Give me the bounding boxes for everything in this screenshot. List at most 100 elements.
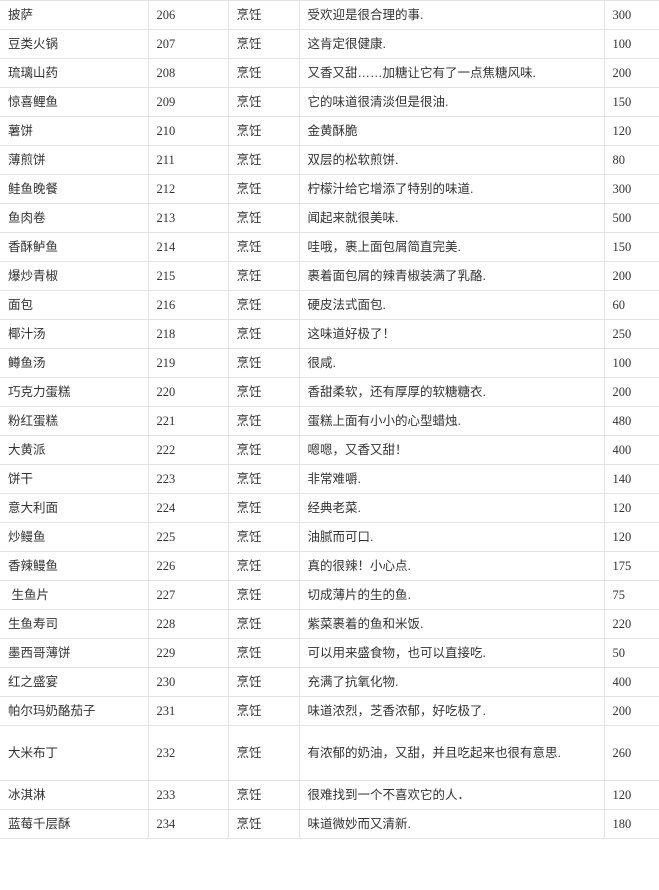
cell-skill: 烹饪: [228, 29, 300, 59]
cell-price: 150: [604, 232, 659, 262]
cell-description: 金黄酥脆: [299, 116, 605, 146]
cell-description: 可以用来盛食物，也可以直接吃.: [299, 638, 605, 668]
cell-skill: 烹饪: [228, 348, 300, 378]
cell-price: 50: [604, 638, 659, 668]
table-row[interactable]: 惊喜鲤鱼 209 烹饪 它的味道很清淡但是很油. 150: [0, 87, 659, 117]
cell-price: 150: [604, 87, 659, 117]
cell-item-name: 意大利面: [0, 493, 149, 523]
cell-item-name: 鱼肉卷: [0, 203, 149, 233]
cell-description: 味道微妙而又清新.: [299, 809, 605, 839]
cell-item-id: 225: [148, 522, 229, 552]
cell-description: 柠檬汁给它增添了特别的味道.: [299, 174, 605, 204]
table-row[interactable]: 披萨 206 烹饪 受欢迎是很合理的事. 300: [0, 0, 659, 30]
cell-description: 这肯定很健康.: [299, 29, 605, 59]
cell-item-name: 生鱼寿司: [0, 609, 149, 639]
table-row[interactable]: 琉璃山药 208 烹饪 又香又甜……加糖让它有了一点焦糖风味. 200: [0, 58, 659, 88]
cell-item-id: 219: [148, 348, 229, 378]
cell-price: 300: [604, 174, 659, 204]
table-row[interactable]: 豆类火锅 207 烹饪 这肯定很健康. 100: [0, 29, 659, 59]
cell-description: 充满了抗氧化物.: [299, 667, 605, 697]
cell-item-id: 221: [148, 406, 229, 436]
cell-price: 300: [604, 0, 659, 30]
cell-item-name: 面包: [0, 290, 149, 320]
table-row[interactable]: 鱼肉卷 213 烹饪 闻起来就很美味. 500: [0, 203, 659, 233]
cell-description: 油腻而可口.: [299, 522, 605, 552]
cell-description: 很难找到一个不喜欢它的人．: [299, 780, 605, 810]
cell-skill: 烹饪: [228, 809, 300, 839]
cell-skill: 烹饪: [228, 780, 300, 810]
cell-item-name: 爆炒青椒: [0, 261, 149, 291]
table-row[interactable]: 面包 216 烹饪 硬皮法式面包. 60: [0, 290, 659, 320]
cell-description: 紫菜裹着的鱼和米饭.: [299, 609, 605, 639]
table-row[interactable]: 墨西哥薄饼 229 烹饪 可以用来盛食物，也可以直接吃. 50: [0, 638, 659, 668]
cell-item-id: 234: [148, 809, 229, 839]
cell-item-name: 鳟鱼汤: [0, 348, 149, 378]
cell-description: 香甜柔软，还有厚厚的软糖糖衣.: [299, 377, 605, 407]
table-row[interactable]: 帕尔玛奶酪茄子 231 烹饪 味道浓烈，芝香浓郁，好吃极了. 200: [0, 696, 659, 726]
table-row[interactable]: 红之盛宴 230 烹饪 充满了抗氧化物. 400: [0, 667, 659, 697]
cell-item-id: 216: [148, 290, 229, 320]
table-row[interactable]: 生鱼寿司 228 烹饪 紫菜裹着的鱼和米饭. 220: [0, 609, 659, 639]
table-row[interactable]: 饼干 223 烹饪 非常难嚼. 140: [0, 464, 659, 494]
cell-description: 非常难嚼.: [299, 464, 605, 494]
table-row[interactable]: 鳟鱼汤 219 烹饪 很咸. 100: [0, 348, 659, 378]
recipe-table: 披萨 206 烹饪 受欢迎是很合理的事. 300 豆类火锅 207 烹饪 这肯定很健康. 100 琉…: [0, 0, 659, 839]
cell-price: 500: [604, 203, 659, 233]
cell-item-name: 巧克力蛋糕: [0, 377, 149, 407]
cell-description: 受欢迎是很合理的事.: [299, 0, 605, 30]
cell-skill: 烹饪: [228, 203, 300, 233]
table-row[interactable]: 蓝莓千层酥 234 烹饪 味道微妙而又清新. 180: [0, 809, 659, 839]
cell-item-name: 大米布丁: [0, 725, 149, 781]
cell-skill: 烹饪: [228, 87, 300, 117]
cell-skill: 烹饪: [228, 377, 300, 407]
cell-skill: 烹饪: [228, 58, 300, 88]
cell-description: 硬皮法式面包.: [299, 290, 605, 320]
table-row[interactable]: 薯饼 210 烹饪 金黄酥脆 120: [0, 116, 659, 146]
cell-item-id: 229: [148, 638, 229, 668]
table-row[interactable]: 香辣鳗鱼 226 烹饪 真的很辣！小心点. 175: [0, 551, 659, 581]
cell-skill: 烹饪: [228, 609, 300, 639]
cell-item-id: 214: [148, 232, 229, 262]
table-row[interactable]: 椰汁汤 218 烹饪 这味道好极了！ 250: [0, 319, 659, 349]
cell-price: 200: [604, 261, 659, 291]
cell-price: 120: [604, 522, 659, 552]
table-row[interactable]: 爆炒青椒 215 烹饪 裹着面包屑的辣青椒装满了乳酪. 200: [0, 261, 659, 291]
cell-price: 200: [604, 696, 659, 726]
table-row[interactable]: 大米布丁 232 烹饪 有浓郁的奶油，又甜，并且吃起来也很有意思. 260: [0, 725, 659, 781]
cell-skill: 烹饪: [228, 725, 300, 781]
cell-price: 220: [604, 609, 659, 639]
table-row[interactable]: 冰淇淋 233 烹饪 很难找到一个不喜欢它的人． 120: [0, 780, 659, 810]
table-row[interactable]: 粉红蛋糕 221 烹饪 蛋糕上面有小小的心型蜡烛. 480: [0, 406, 659, 436]
cell-price: 480: [604, 406, 659, 436]
cell-skill: 烹饪: [228, 464, 300, 494]
cell-item-id: 206: [148, 0, 229, 30]
cell-item-id: 208: [148, 58, 229, 88]
table-row[interactable]: 鲑鱼晚餐 212 烹饪 柠檬汁给它增添了特别的味道. 300: [0, 174, 659, 204]
cell-price: 60: [604, 290, 659, 320]
cell-skill: 烹饪: [228, 0, 300, 30]
table-row[interactable]: 巧克力蛋糕 220 烹饪 香甜柔软，还有厚厚的软糖糖衣. 200: [0, 377, 659, 407]
table-row[interactable]: 香酥鲈鱼 214 烹饪 哇哦，裹上面包屑简直完美. 150: [0, 232, 659, 262]
cell-item-name: 墨西哥薄饼: [0, 638, 149, 668]
table-row[interactable]: 大黄派 222 烹饪 嗯嗯，又香又甜！ 400: [0, 435, 659, 465]
table-row[interactable]: 炒鳗鱼 225 烹饪 油腻而可口. 120: [0, 522, 659, 552]
cell-item-name: 香酥鲈鱼: [0, 232, 149, 262]
cell-item-id: 210: [148, 116, 229, 146]
cell-price: 180: [604, 809, 659, 839]
cell-price: 100: [604, 29, 659, 59]
cell-skill: 烹饪: [228, 580, 300, 610]
cell-description: 双层的松软煎饼.: [299, 145, 605, 175]
cell-price: 400: [604, 667, 659, 697]
table-row[interactable]: 意大利面 224 烹饪 经典老菜. 120: [0, 493, 659, 523]
cell-item-name: 生鱼片: [0, 580, 149, 610]
table-row[interactable]: 生鱼片 227 烹饪 切成薄片的生的鱼. 75: [0, 580, 659, 610]
table-row[interactable]: 薄煎饼 211 烹饪 双层的松软煎饼. 80: [0, 145, 659, 175]
cell-skill: 烹饪: [228, 261, 300, 291]
cell-price: 200: [604, 58, 659, 88]
cell-skill: 烹饪: [228, 145, 300, 175]
cell-description: 这味道好极了！: [299, 319, 605, 349]
cell-item-id: 224: [148, 493, 229, 523]
cell-item-id: 231: [148, 696, 229, 726]
cell-item-id: 226: [148, 551, 229, 581]
cell-price: 175: [604, 551, 659, 581]
